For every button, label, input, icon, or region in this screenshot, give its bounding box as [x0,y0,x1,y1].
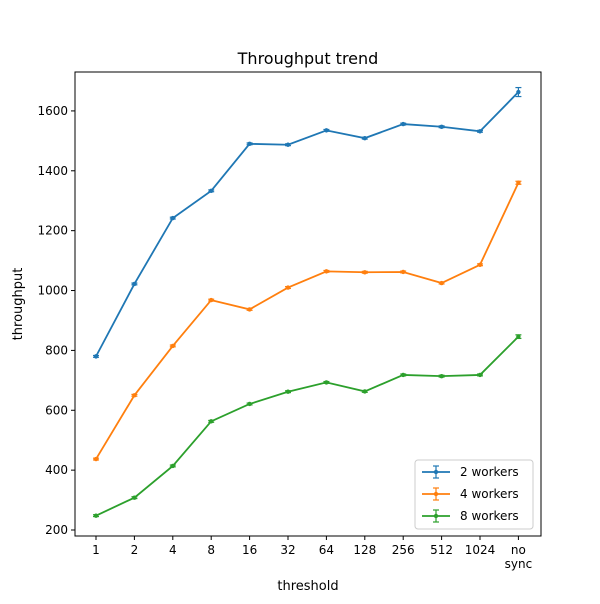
y-tick-label: 400 [45,463,68,477]
legend-entry: 8 workers [422,509,519,523]
data-point [439,124,444,129]
legend-swatch-marker [433,491,439,497]
legend-label: 4 workers [460,487,519,501]
data-point [439,280,444,286]
axes-frame [74,71,542,537]
legend-label: 2 workers [460,465,519,479]
y-tick-label: 1000 [37,284,68,298]
data-point [170,215,175,221]
legend: 2 workers 4 workers 8 workers [414,459,534,530]
x-axis-label: threshold [277,579,338,594]
data-point [516,180,521,185]
data-point [362,389,367,394]
data-point [477,262,483,267]
data-point [132,495,137,500]
x-tick-label: 1024 [465,543,496,557]
legend-frame [414,459,534,530]
data-point [93,354,99,359]
x-tick-label: 2 [131,543,139,557]
data-point [324,128,329,133]
y-tick-label: 600 [45,403,68,417]
data-point [209,419,214,424]
data-point [477,129,483,134]
data-point [247,307,252,312]
x-tick-label: 256 [392,543,415,557]
x-tick-label: 1 [92,543,100,557]
x-tick-label: 32 [280,543,295,557]
x-tick-label: 8 [207,543,215,557]
axis-ticks: 1 2 4 8 16 32 64 128 256 512 1024 no sync 200 400 600 80… [37,104,532,571]
data-point [516,89,521,95]
data-point [401,372,406,378]
y-tick-label: 1600 [37,104,68,118]
data-point [401,269,406,275]
series-line [95,182,520,460]
data-point [324,380,329,385]
y-tick-label: 800 [45,343,68,357]
data-point [93,513,99,518]
x-tick-label: 64 [319,543,334,557]
data-point [209,188,214,194]
x-tick-label: 128 [353,543,376,557]
y-tick-label: 1400 [37,164,68,178]
x-tick-label: 512 [430,543,453,557]
x-tick-label: 4 [169,543,177,557]
data-point [362,135,367,141]
data-point [362,270,367,275]
series-line [95,335,520,517]
legend-entry: 4 workers [422,487,519,501]
y-tick-label: 1200 [37,224,68,238]
data-point [132,281,137,287]
data-point [93,456,99,462]
series-3 [93,334,522,518]
y-tick-label: 200 [45,523,68,537]
data-point [132,393,137,398]
legend-swatch-marker [433,513,439,519]
data-point [324,269,329,274]
data-point [477,372,483,378]
y-axis-label: throughput [11,268,26,341]
series-line [95,91,520,357]
data-point [516,334,521,339]
data-point [401,121,406,127]
plot-area [93,86,522,518]
legend-swatch-marker [433,469,439,475]
data-point [170,343,175,349]
data-point [209,297,214,303]
legend-entry: 2 workers [422,465,519,479]
series-2 [93,180,522,462]
data-point [170,463,175,469]
data-point [285,285,291,290]
data-point [247,401,252,407]
data-point [285,389,291,394]
chart-title: Throughput trend [237,49,379,68]
x-tick-label: 16 [242,543,257,557]
x-tick-label: no sync [505,543,533,571]
series-1 [93,86,522,359]
data-point [439,373,444,379]
data-point [285,142,291,147]
legend-label: 8 workers [460,509,519,523]
data-point [247,141,252,147]
